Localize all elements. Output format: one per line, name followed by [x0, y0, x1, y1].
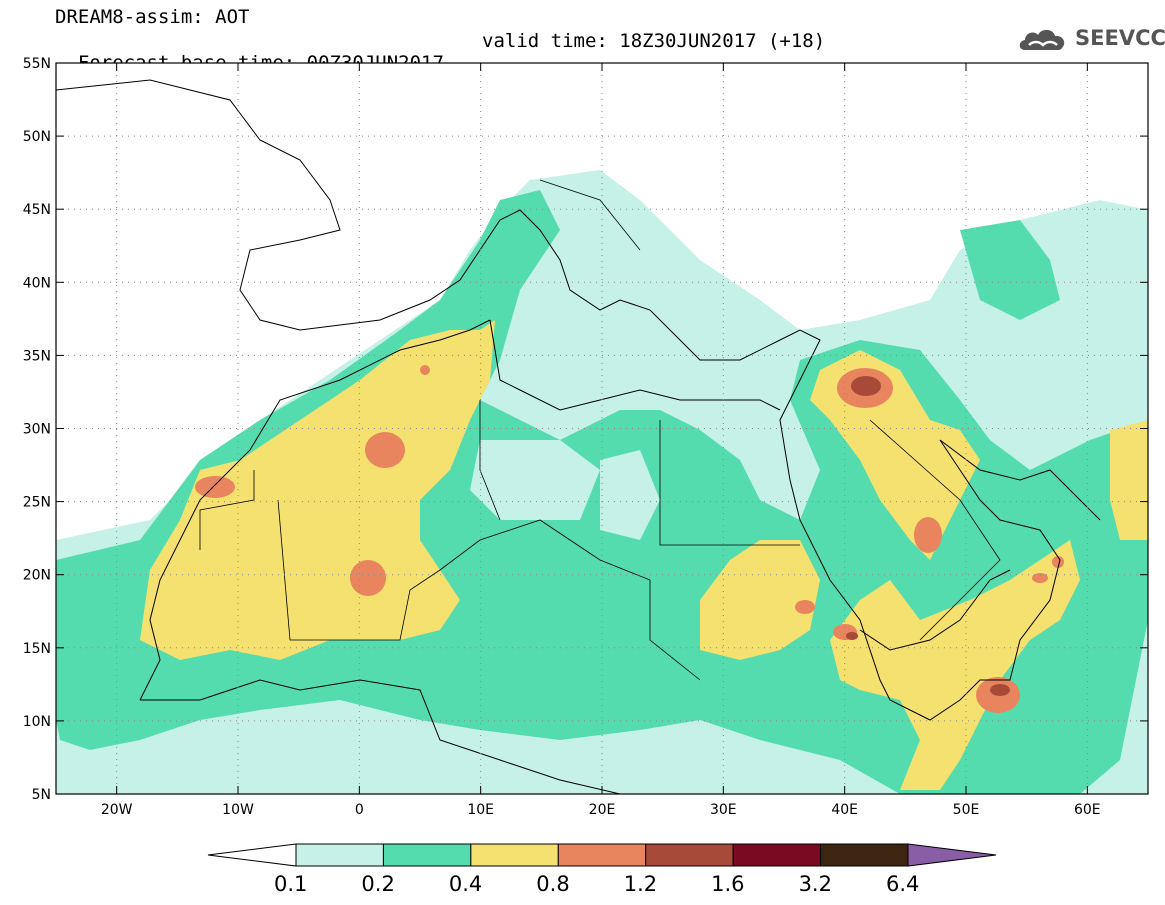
longitude-labels: 20W 10W 0 10E 20E 30E 40E 50E 60E	[101, 802, 1101, 818]
aot-field	[56, 63, 1148, 794]
colorbar-max-arrow	[907, 843, 997, 867]
country-borders	[199, 179, 1001, 681]
cloud-icon	[1019, 29, 1065, 50]
lat-label: 45N	[23, 202, 51, 218]
lon-label: 10W	[222, 802, 254, 818]
lat-label: 20N	[23, 568, 51, 584]
lon-label: 20W	[101, 802, 133, 818]
colorbar-level-label: 0.1	[274, 872, 308, 896]
colorbar-segment	[645, 843, 734, 867]
colorbar-segment	[557, 843, 647, 867]
lat-label: 15N	[23, 641, 51, 657]
lon-label: 10E	[467, 802, 494, 818]
lon-label: 20E	[589, 802, 616, 818]
lon-label: 40E	[831, 802, 858, 818]
seevccc-logo: SEEVCCC	[1017, 24, 1165, 54]
lat-label: 25N	[23, 495, 51, 511]
colorbar-segment	[470, 843, 559, 867]
colorbar-min-arrow	[207, 843, 297, 867]
lon-label: 60E	[1074, 802, 1101, 818]
colorbar-segment	[820, 843, 909, 867]
aot-level-1.2	[846, 376, 1010, 696]
colorbar-level-label: 1.2	[623, 872, 658, 896]
lon-label: 0	[355, 802, 364, 818]
lon-label: 30E	[710, 802, 737, 818]
lat-label: 35N	[23, 348, 51, 364]
lat-label: 50N	[23, 129, 51, 145]
colorbar-segment	[382, 843, 472, 867]
latitude-labels: 55N 50N 45N 40N 35N 30N 25N 20N 15N 10N 5N	[23, 56, 51, 803]
lat-label: 10N	[23, 714, 51, 730]
coastlines	[56, 79, 1101, 794]
colorbar-segment	[295, 843, 384, 867]
colorbar-level-label: 6.4	[886, 872, 920, 896]
lat-label: 5N	[32, 787, 51, 803]
lat-label: 30N	[23, 422, 51, 438]
valid-time-text: valid time: 18Z30JUN2017 (+18)	[482, 30, 826, 52]
logo-text: SEEVCCC	[1075, 26, 1165, 50]
graticule	[56, 63, 1148, 794]
colorbar-segment	[732, 843, 822, 867]
map-title: DREAM8-assim: AOT	[55, 6, 250, 28]
colorbar	[207, 843, 997, 867]
colorbar-level-label: 0.8	[536, 872, 570, 896]
colorbar-level-label: 0.4	[448, 872, 483, 896]
colorbar-level-label: 1.6	[711, 872, 745, 896]
colorbar-level-label: 0.2	[361, 872, 395, 896]
colorbar-level-label: 3.2	[798, 872, 832, 896]
lat-label: 55N	[23, 56, 51, 72]
lat-label: 40N	[23, 275, 51, 291]
lon-label: 50E	[953, 802, 980, 818]
axis-ticks	[56, 62, 1148, 795]
